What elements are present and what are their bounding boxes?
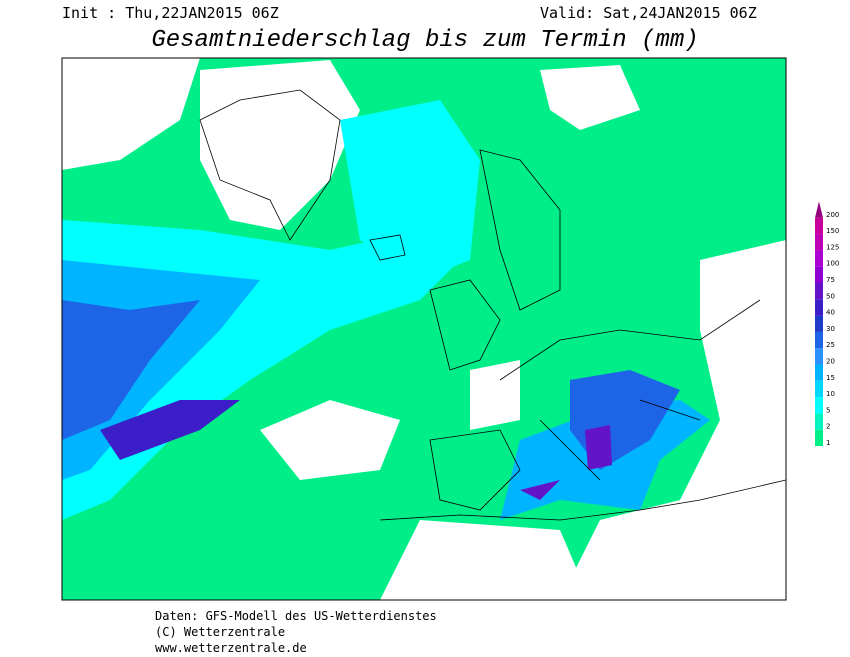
- colorbar-label: 2: [826, 423, 830, 431]
- colorbar-segment: [815, 429, 823, 446]
- dry-area: [470, 360, 520, 430]
- colorbar-label: 40: [826, 309, 835, 317]
- dry-area: [540, 65, 640, 130]
- colorbar-label: 20: [826, 358, 835, 366]
- coastline: [199, 89, 341, 241]
- dry-area: [260, 400, 400, 480]
- coastline: [479, 149, 561, 311]
- init-time: Init : Thu,22JAN2015 06Z: [62, 4, 279, 22]
- colorbar-segment: [815, 250, 823, 267]
- colorbar-label: 125: [826, 243, 839, 251]
- coastline: [369, 234, 406, 261]
- colorbar-label: 25: [826, 341, 835, 349]
- coastline: [429, 429, 521, 511]
- colorbar-segment: [815, 364, 823, 381]
- dry-area: [62, 58, 200, 170]
- colorbar-segment: [815, 315, 823, 332]
- colorbar-segment: [815, 413, 823, 430]
- valid-time: Valid: Sat,24JAN2015 06Z: [540, 4, 757, 22]
- colorbar-segment: [815, 234, 823, 251]
- precip-core: [520, 480, 560, 500]
- map: [61, 57, 787, 601]
- footer-source: Daten: GFS-Modell des US-Wetterdienstes: [155, 609, 437, 623]
- colorbar-segment: [815, 299, 823, 316]
- precip-core: [62, 300, 200, 440]
- colorbar-segment: [815, 380, 823, 398]
- colorbar-segment: [815, 201, 823, 218]
- dry-area: [200, 60, 360, 230]
- colorbar-label: 100: [826, 260, 839, 268]
- map-frame: [61, 57, 787, 601]
- colorbar-segment: [815, 331, 823, 349]
- colorbar-segment: [815, 266, 823, 283]
- coastline: [429, 279, 501, 371]
- colorbar-label: 1: [826, 439, 830, 447]
- map-title: Gesamtniederschlag bis zum Termin (mm): [151, 27, 698, 54]
- precip-core: [585, 425, 612, 470]
- colorbar-label: 5: [826, 406, 830, 414]
- coastline: [499, 299, 761, 481]
- colorbar-label: 30: [826, 325, 835, 333]
- colorbar-segment: [815, 283, 823, 300]
- coastline: [379, 479, 786, 521]
- footer-url: www.wetterzentrale.de: [155, 641, 307, 655]
- dry-area: [560, 240, 786, 600]
- colorbar-label: 150: [826, 227, 839, 235]
- colorbar-segment: [815, 217, 823, 235]
- precip-band: [340, 100, 480, 280]
- precip-core: [100, 400, 240, 460]
- colorbar-label: 50: [826, 292, 835, 300]
- colorbar-label: 75: [826, 276, 835, 284]
- footer-copyright: (C) Wetterzentrale: [155, 625, 285, 639]
- colorbar-label: 200: [826, 211, 839, 219]
- colorbar-segment: [815, 397, 823, 414]
- colorbar-segment: [815, 348, 823, 365]
- dry-area: [380, 520, 590, 600]
- colorbar-label: 15: [826, 374, 835, 382]
- colorbar-label: 10: [826, 390, 835, 398]
